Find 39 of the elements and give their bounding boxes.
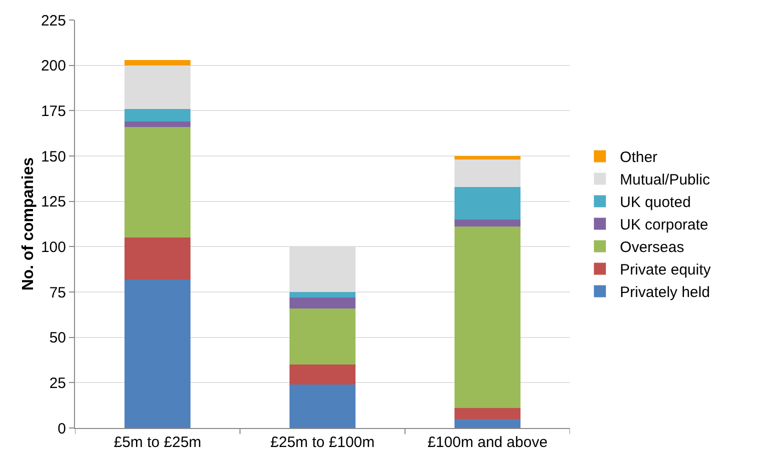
bar	[290, 292, 356, 298]
y-tick-label: 25	[49, 374, 66, 392]
x-tick-label: £5m to £25m	[114, 434, 202, 451]
bar	[290, 297, 356, 308]
bar	[124, 238, 190, 280]
bar	[454, 156, 520, 160]
bar	[454, 408, 520, 419]
bar	[290, 384, 356, 428]
y-tick-label: 225	[40, 12, 66, 30]
bar	[454, 418, 520, 428]
bar	[454, 186, 520, 220]
y-axis-title: No. of companies	[20, 157, 37, 291]
bar	[124, 126, 190, 238]
bar	[124, 122, 190, 127]
y-tick-label: 200	[40, 58, 66, 75]
y-tick-label: 75	[49, 284, 66, 302]
bar	[290, 364, 356, 384]
y-tick-label: 150	[40, 148, 66, 166]
bar	[454, 226, 520, 408]
legend-label: Other	[620, 149, 658, 166]
y-tick-label: 175	[40, 102, 66, 120]
x-tick-label: £25m to £100m	[270, 434, 375, 451]
bar	[124, 60, 190, 66]
y-tick-label: 0	[58, 420, 66, 438]
legend-label: UK corporate	[620, 216, 708, 234]
y-tick-label: 125	[40, 194, 66, 211]
bar	[124, 108, 190, 122]
bar	[124, 279, 190, 428]
legend-label: Overseas	[620, 239, 684, 256]
bar	[290, 308, 356, 365]
legend-label: UK quoted	[620, 194, 691, 212]
legend-label: Privately held	[620, 284, 710, 302]
bar	[454, 219, 520, 227]
y-tick-label: 100	[40, 238, 66, 256]
legend-label: Private equity	[620, 262, 712, 279]
bar	[454, 160, 520, 187]
legend-label: Mutual/Public	[620, 172, 710, 189]
x-tick-label: £100m and above	[427, 434, 548, 451]
y-tick-label: 50	[49, 330, 66, 347]
